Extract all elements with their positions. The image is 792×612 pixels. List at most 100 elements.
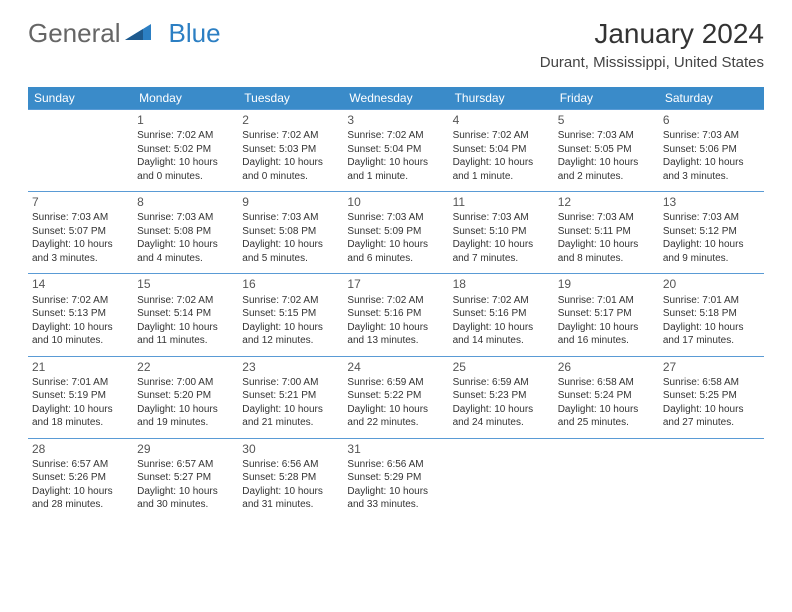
sunset-line: Sunset: 5:24 PM [558,389,655,403]
sunrise-line: Sunrise: 7:03 AM [558,129,655,143]
sunrise-line: Sunrise: 7:02 AM [453,294,550,308]
sunset-line: Sunset: 5:14 PM [137,307,234,321]
day-number: 31 [347,441,444,457]
sunset-line: Sunset: 5:23 PM [453,389,550,403]
daylight-line: Daylight: 10 hours and 13 minutes. [347,321,444,348]
daylight-line: Daylight: 10 hours and 3 minutes. [663,156,760,183]
sunset-line: Sunset: 5:04 PM [347,143,444,157]
logo-text-general: General [28,18,121,49]
day-cell: 22Sunrise: 7:00 AMSunset: 5:20 PMDayligh… [133,356,238,438]
day-number: 24 [347,359,444,375]
daylight-line: Daylight: 10 hours and 19 minutes. [137,403,234,430]
sunset-line: Sunset: 5:22 PM [347,389,444,403]
sunrise-line: Sunrise: 7:02 AM [137,129,234,143]
day-number: 9 [242,194,339,210]
day-cell: 2Sunrise: 7:02 AMSunset: 5:03 PMDaylight… [238,110,343,192]
sunset-line: Sunset: 5:06 PM [663,143,760,157]
sunset-line: Sunset: 5:03 PM [242,143,339,157]
daylight-line: Daylight: 10 hours and 17 minutes. [663,321,760,348]
daylight-line: Daylight: 10 hours and 1 minute. [453,156,550,183]
daylight-line: Daylight: 10 hours and 12 minutes. [242,321,339,348]
empty-cell [554,438,659,520]
weekday-header-row: SundayMondayTuesdayWednesdayThursdayFrid… [28,87,764,110]
daylight-line: Daylight: 10 hours and 4 minutes. [137,238,234,265]
calendar-body: 1Sunrise: 7:02 AMSunset: 5:02 PMDaylight… [28,110,764,521]
day-number: 29 [137,441,234,457]
day-cell: 10Sunrise: 7:03 AMSunset: 5:09 PMDayligh… [343,192,448,274]
day-cell: 31Sunrise: 6:56 AMSunset: 5:29 PMDayligh… [343,438,448,520]
daylight-line: Daylight: 10 hours and 25 minutes. [558,403,655,430]
daylight-line: Daylight: 10 hours and 31 minutes. [242,485,339,512]
sunset-line: Sunset: 5:04 PM [453,143,550,157]
calendar-row: 1Sunrise: 7:02 AMSunset: 5:02 PMDaylight… [28,110,764,192]
sunrise-line: Sunrise: 7:00 AM [242,376,339,390]
sunset-line: Sunset: 5:08 PM [137,225,234,239]
calendar-row: 28Sunrise: 6:57 AMSunset: 5:26 PMDayligh… [28,438,764,520]
day-cell: 27Sunrise: 6:58 AMSunset: 5:25 PMDayligh… [659,356,764,438]
day-cell: 5Sunrise: 7:03 AMSunset: 5:05 PMDaylight… [554,110,659,192]
sunset-line: Sunset: 5:15 PM [242,307,339,321]
sunrise-line: Sunrise: 7:02 AM [242,294,339,308]
sunrise-line: Sunrise: 6:57 AM [32,458,129,472]
sunset-line: Sunset: 5:10 PM [453,225,550,239]
sunset-line: Sunset: 5:25 PM [663,389,760,403]
sunrise-line: Sunrise: 7:03 AM [453,211,550,225]
day-cell: 25Sunrise: 6:59 AMSunset: 5:23 PMDayligh… [449,356,554,438]
day-number: 8 [137,194,234,210]
sunset-line: Sunset: 5:08 PM [242,225,339,239]
weekday-header: Monday [133,87,238,110]
title-block: January 2024 Durant, Mississippi, United… [540,18,764,71]
logo-text-blue: Blue [169,18,221,49]
sunset-line: Sunset: 5:27 PM [137,471,234,485]
day-number: 18 [453,276,550,292]
sunset-line: Sunset: 5:20 PM [137,389,234,403]
sunrise-line: Sunrise: 7:03 AM [558,211,655,225]
day-number: 13 [663,194,760,210]
day-cell: 14Sunrise: 7:02 AMSunset: 5:13 PMDayligh… [28,274,133,356]
weekday-header: Sunday [28,87,133,110]
sunset-line: Sunset: 5:12 PM [663,225,760,239]
weekday-header: Friday [554,87,659,110]
sunrise-line: Sunrise: 6:56 AM [242,458,339,472]
day-number: 14 [32,276,129,292]
sunrise-line: Sunrise: 7:03 AM [242,211,339,225]
sunset-line: Sunset: 5:11 PM [558,225,655,239]
day-cell: 18Sunrise: 7:02 AMSunset: 5:16 PMDayligh… [449,274,554,356]
day-number: 2 [242,112,339,128]
sunrise-line: Sunrise: 7:03 AM [32,211,129,225]
daylight-line: Daylight: 10 hours and 21 minutes. [242,403,339,430]
day-number: 3 [347,112,444,128]
sunrise-line: Sunrise: 7:01 AM [558,294,655,308]
sunset-line: Sunset: 5:28 PM [242,471,339,485]
day-cell: 28Sunrise: 6:57 AMSunset: 5:26 PMDayligh… [28,438,133,520]
day-number: 11 [453,194,550,210]
empty-cell [659,438,764,520]
daylight-line: Daylight: 10 hours and 0 minutes. [242,156,339,183]
day-number: 15 [137,276,234,292]
weekday-header: Wednesday [343,87,448,110]
day-number: 10 [347,194,444,210]
sunset-line: Sunset: 5:21 PM [242,389,339,403]
day-number: 27 [663,359,760,375]
empty-cell [449,438,554,520]
day-cell: 19Sunrise: 7:01 AMSunset: 5:17 PMDayligh… [554,274,659,356]
logo: General Blue [28,18,221,49]
day-number: 23 [242,359,339,375]
month-title: January 2024 [540,18,764,50]
daylight-line: Daylight: 10 hours and 14 minutes. [453,321,550,348]
day-cell: 7Sunrise: 7:03 AMSunset: 5:07 PMDaylight… [28,192,133,274]
sunrise-line: Sunrise: 7:02 AM [453,129,550,143]
day-cell: 21Sunrise: 7:01 AMSunset: 5:19 PMDayligh… [28,356,133,438]
day-cell: 4Sunrise: 7:02 AMSunset: 5:04 PMDaylight… [449,110,554,192]
day-number: 21 [32,359,129,375]
calendar-row: 21Sunrise: 7:01 AMSunset: 5:19 PMDayligh… [28,356,764,438]
daylight-line: Daylight: 10 hours and 3 minutes. [32,238,129,265]
daylight-line: Daylight: 10 hours and 24 minutes. [453,403,550,430]
weekday-header: Saturday [659,87,764,110]
sunrise-line: Sunrise: 6:56 AM [347,458,444,472]
day-number: 20 [663,276,760,292]
day-cell: 20Sunrise: 7:01 AMSunset: 5:18 PMDayligh… [659,274,764,356]
day-cell: 16Sunrise: 7:02 AMSunset: 5:15 PMDayligh… [238,274,343,356]
sunset-line: Sunset: 5:05 PM [558,143,655,157]
day-number: 28 [32,441,129,457]
